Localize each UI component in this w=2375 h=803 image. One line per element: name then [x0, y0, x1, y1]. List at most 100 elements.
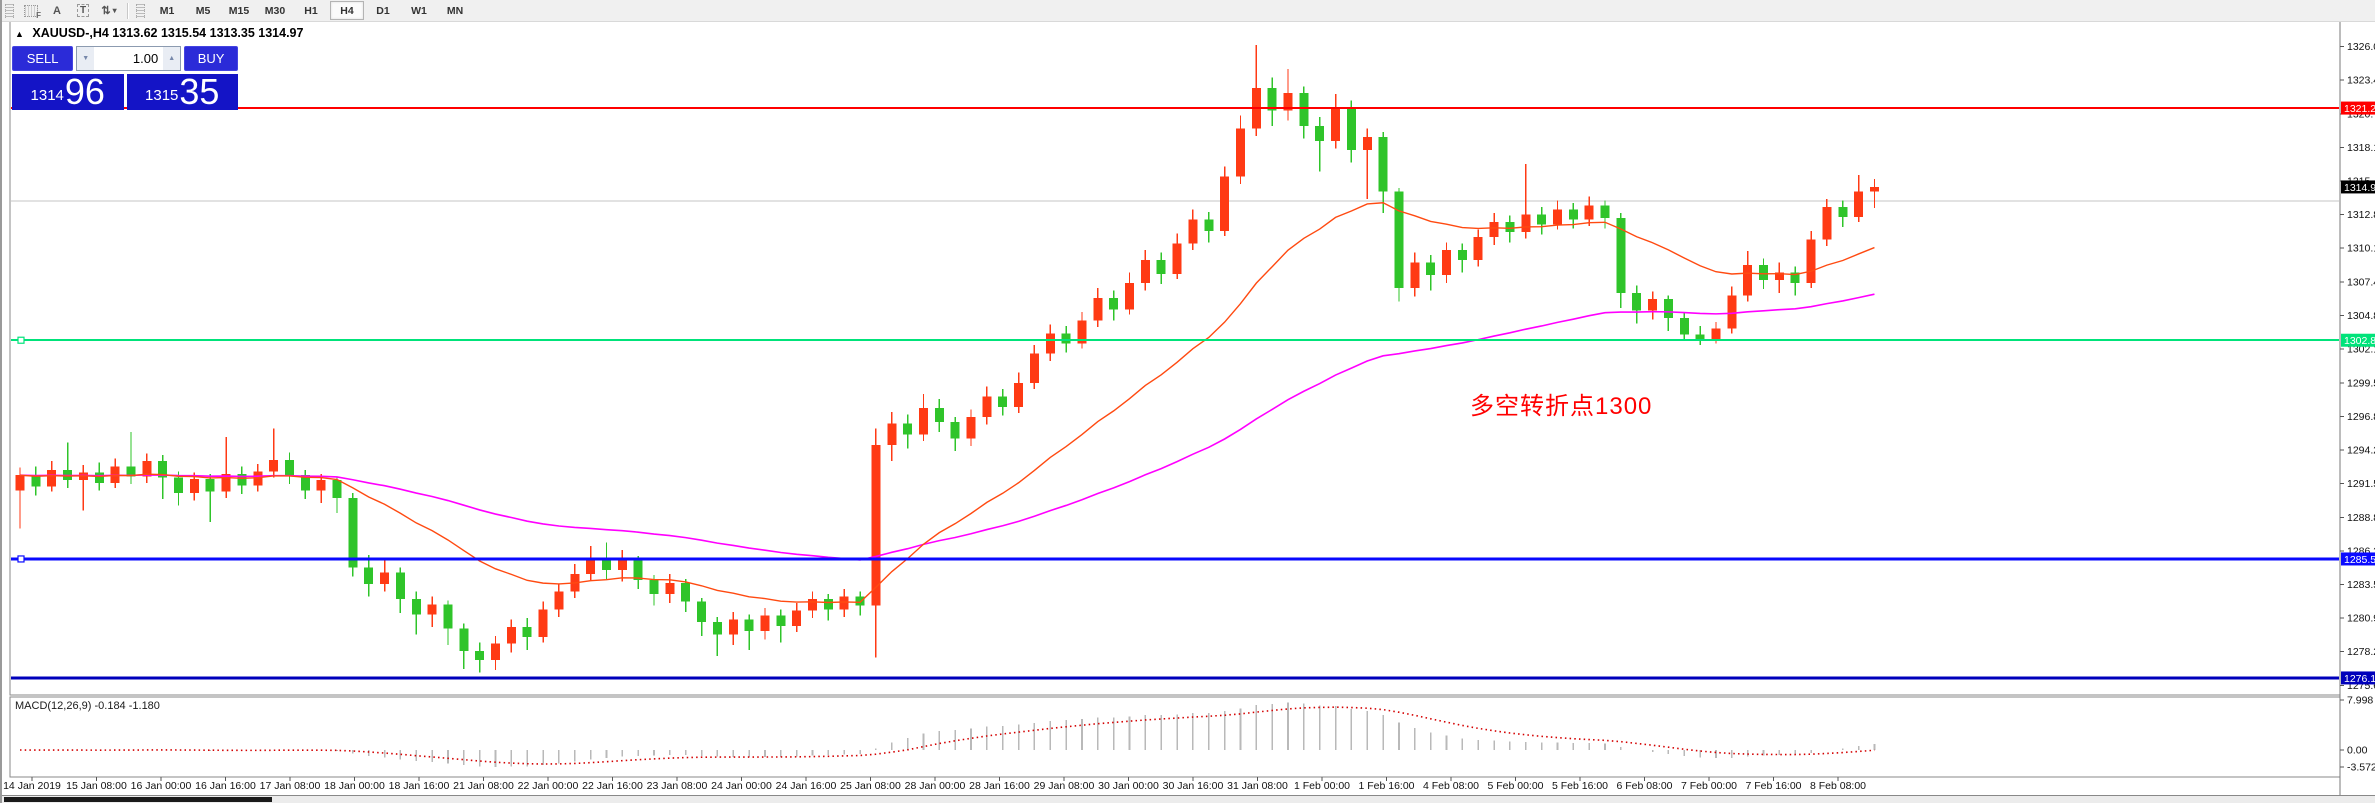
candle-body	[110, 466, 120, 483]
price-tick-label: 1296.85	[2347, 411, 2375, 423]
chart-title: ▲ XAUUSD-,H4 1313.62 1315.54 1313.35 131…	[15, 26, 303, 40]
candle-body	[1029, 353, 1039, 383]
ohlc-values: 1313.62 1315.54 1313.35 1314.97	[112, 26, 304, 40]
candle-body	[1616, 218, 1626, 293]
candle-body	[998, 396, 1008, 407]
time-tick-label: 4 Feb 08:00	[1423, 780, 1479, 792]
text-box-icon[interactable]: T	[72, 3, 94, 19]
time-axis[interactable]: 14 Jan 2019 15 Jan 08:00 16 Jan 00:00 16 Ja…	[2, 777, 2375, 796]
hline-anchor	[17, 336, 25, 344]
volume-decrease-button[interactable]: ▼	[77, 47, 95, 70]
candle-body	[1489, 222, 1499, 238]
price-level-tag-text: 1321.20	[2344, 103, 2375, 115]
timeframe-button-m30[interactable]: M30	[264, 4, 286, 17]
candle-body	[459, 628, 469, 652]
sell-price-big-digits: 96	[64, 71, 105, 112]
price-level-tag	[2341, 333, 2375, 347]
price-axis[interactable]: 1326.051323.401320.751318.101315.451312.…	[2339, 21, 2375, 795]
time-tick-label: 15 Jan 08:00	[66, 780, 127, 792]
candle-body	[522, 627, 532, 638]
price-tick-label: 1299.50	[2347, 377, 2375, 389]
time-tick-label: 28 Jan 00:00	[905, 780, 966, 792]
time-tick-label: 22 Jan 16:00	[582, 780, 643, 792]
timeframe-button-d1[interactable]: D1	[376, 4, 390, 17]
candle-body	[221, 473, 231, 492]
sell-price-display[interactable]: 1314 96	[12, 72, 124, 110]
time-tick-label: 30 Jan 00:00	[1098, 780, 1159, 792]
candle-body	[1584, 205, 1594, 220]
candle-body	[1727, 295, 1737, 329]
timeframe-toolbar-grip[interactable]	[136, 3, 145, 18]
text-label-icon[interactable]: A	[53, 4, 61, 17]
timeframe-button-h1[interactable]: H1	[304, 4, 318, 17]
macd-tick-label: 0.00	[2347, 745, 2368, 757]
macd-tick-label: 7.998	[2347, 695, 2373, 707]
candle-body	[1442, 249, 1451, 276]
indicators-grid-icon[interactable]: F	[20, 3, 42, 20]
timeframe-button-m5[interactable]: M5	[195, 4, 211, 17]
candle-body	[697, 601, 707, 622]
timeframe-button-mn[interactable]: MN	[446, 4, 464, 17]
sell-price-small-digits: 1314	[30, 87, 64, 104]
candle-body	[1743, 265, 1753, 296]
candle-body	[649, 580, 659, 595]
chart-scrollbar[interactable]	[2, 796, 2375, 803]
trend-turning-point-annotation[interactable]: 多空转折点1300	[1470, 393, 1653, 420]
candle-body	[1854, 191, 1864, 217]
volume-input[interactable]: 1.00	[132, 51, 159, 66]
candle-body	[1220, 176, 1230, 231]
macd-pane[interactable]	[19, 702, 1876, 767]
toolbar-grip[interactable]	[5, 3, 14, 18]
horizontal-lines[interactable]	[11, 107, 2339, 680]
sell-button[interactable]: SELL	[12, 46, 74, 71]
candle-body	[1600, 205, 1610, 219]
candle-body	[1188, 219, 1198, 244]
price-tick-label: 1307.45	[2347, 277, 2375, 289]
candle-body	[1537, 214, 1547, 225]
cycle-arrows-icon-dropdown[interactable]: ▾	[112, 6, 117, 15]
candle-body	[94, 472, 104, 483]
candle-body	[1869, 186, 1879, 192]
price-tick-label: 1278.25	[2347, 646, 2375, 658]
candle-body	[1093, 297, 1103, 321]
candle-body	[1552, 209, 1562, 225]
timeframe-button-m15[interactable]: M15	[228, 4, 250, 17]
collapse-arrow-icon[interactable]: ▲	[15, 29, 24, 39]
candle-body	[1426, 262, 1436, 276]
time-tick-label: 22 Jan 00:00	[518, 780, 579, 792]
price-level-tag	[2341, 552, 2375, 566]
candle-body	[31, 475, 41, 487]
buy-price-display[interactable]: 1315 35	[126, 72, 238, 110]
candle-body	[1077, 320, 1087, 344]
candle-body	[1505, 222, 1515, 233]
time-tick-label: 6 Feb 08:00	[1616, 780, 1672, 792]
candle-body	[918, 408, 928, 435]
time-tick-label: 24 Jan 16:00	[776, 780, 837, 792]
volume-increase-button[interactable]: ▲	[163, 47, 181, 70]
candle-body	[1473, 237, 1483, 260]
candle-body	[823, 599, 833, 610]
timeframe-button-w1[interactable]: W1	[411, 4, 427, 17]
candle-body	[586, 558, 596, 574]
candle-body	[411, 599, 421, 615]
candle-body	[633, 559, 643, 581]
price-tick-label: 1291.55	[2347, 478, 2375, 490]
price-pane[interactable]	[11, 44, 2339, 673]
scrollbar-thumb[interactable]	[4, 797, 272, 802]
candle-body	[380, 572, 390, 585]
candle-body	[1711, 328, 1721, 340]
candle-body	[808, 599, 817, 611]
candle-body	[1632, 292, 1642, 311]
candle-body	[1457, 249, 1467, 260]
buy-button[interactable]: BUY	[184, 46, 238, 71]
toolbar-separator	[127, 2, 128, 19]
timeframe-button-m1[interactable]: M1	[159, 4, 175, 17]
price-tick-label: 1318.10	[2347, 142, 2375, 154]
time-tick-label: 7 Feb 16:00	[1745, 780, 1801, 792]
candle-body	[364, 567, 374, 585]
timeframe-button-h4[interactable]: H4	[330, 1, 364, 20]
candle-body	[189, 478, 199, 493]
cycle-arrows-icon[interactable]: ⇅ ▾	[101, 5, 117, 17]
